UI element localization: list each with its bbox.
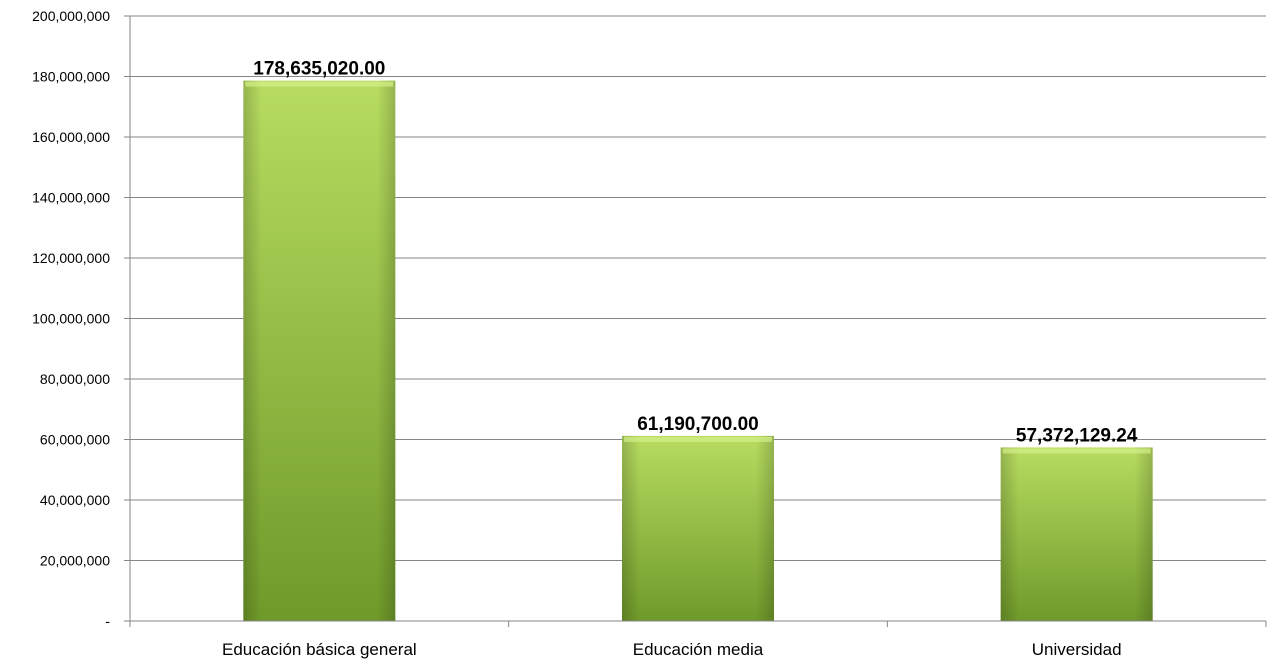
y-axis: - 20,000,000 40,000,000 60,000,000 80,000,00… — [32, 8, 131, 629]
bar-highlight — [245, 81, 394, 87]
x-axis: Educación básica general Educación media U… — [130, 620, 1267, 659]
bar-group: 178,635,020.00 — [243, 59, 396, 621]
bar-group: 57,372,129.24 — [1000, 425, 1153, 621]
data-label: 61,190,700.00 — [637, 414, 759, 435]
bar-shade — [622, 435, 774, 621]
data-label: 57,372,129.24 — [1016, 425, 1138, 446]
x-category-label: Educación básica general — [222, 640, 417, 659]
y-tick-label: 80,000,000 — [40, 371, 110, 387]
y-tick-label: 140,000,000 — [32, 190, 110, 206]
bar-shade — [1000, 447, 1153, 621]
y-tick-label: 20,000,000 — [40, 553, 110, 569]
bar-highlight — [1002, 448, 1151, 454]
y-tick-label: 160,000,000 — [32, 129, 110, 145]
y-tick-label: 100,000,000 — [32, 311, 110, 327]
bar-highlight — [624, 436, 772, 442]
y-tick-label: 60,000,000 — [40, 432, 110, 448]
y-tick-label: 120,000,000 — [32, 250, 110, 266]
bar-group: 61,190,700.00 — [622, 414, 774, 621]
bar-shade — [243, 80, 396, 621]
data-label: 178,635,020.00 — [253, 59, 385, 80]
y-tick-label: 200,000,000 — [32, 8, 110, 24]
x-category-label: Educación media — [633, 640, 764, 659]
y-tick-label: - — [105, 613, 110, 629]
y-tick-label: 40,000,000 — [40, 492, 110, 508]
bars: 178,635,020.00 61,190,700.00 57,372,129.24 — [243, 59, 1153, 621]
y-tick-label: 180,000,000 — [32, 69, 110, 85]
x-category-label: Universidad — [1032, 640, 1122, 659]
